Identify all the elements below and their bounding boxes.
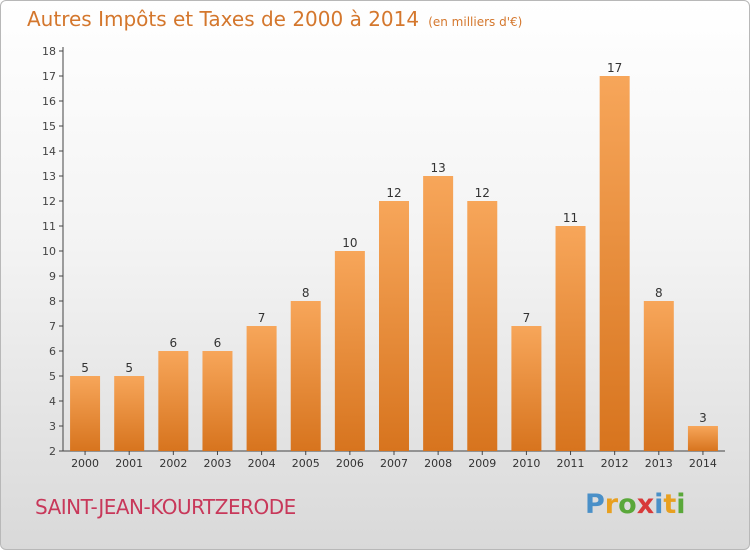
data-label: 3 [699, 411, 707, 425]
logo-letter: x [636, 489, 655, 520]
y-tick-label: 18 [42, 45, 56, 58]
y-tick-label: 16 [42, 95, 56, 108]
x-tick-label: 2013 [645, 457, 673, 470]
bar [379, 201, 409, 451]
y-tick-label: 17 [42, 70, 56, 83]
x-tick-label: 2008 [424, 457, 452, 470]
bar [599, 76, 630, 451]
bar [114, 376, 145, 451]
data-label: 12 [386, 186, 401, 200]
bar [202, 351, 233, 451]
x-tick-label: 2006 [336, 457, 364, 470]
logo-letter: o [618, 489, 637, 520]
logo-letter: i [654, 489, 664, 520]
chart-title-text: Autres Impôts et Taxes de 2000 à 2014 [27, 7, 420, 31]
chart-title: Autres Impôts et Taxes de 2000 à 2014 (e… [27, 7, 522, 31]
logo-letter: r [604, 489, 619, 520]
x-tick-label: 2000 [71, 457, 99, 470]
data-label: 13 [430, 161, 445, 175]
y-tick-label: 5 [49, 370, 56, 383]
x-tick-label: 2011 [557, 457, 585, 470]
x-tick-label: 2007 [380, 457, 408, 470]
y-tick-label: 8 [49, 295, 56, 308]
bar [290, 301, 321, 451]
x-tick-label: 2002 [159, 457, 187, 470]
logo-letter: P [585, 489, 605, 520]
y-tick-label: 14 [42, 145, 56, 158]
logo-letter: t [663, 489, 677, 520]
x-tick-label: 2005 [292, 457, 320, 470]
y-tick-label: 11 [42, 220, 56, 233]
data-label: 5 [125, 361, 133, 375]
x-tick-label: 2010 [512, 457, 540, 470]
x-tick-label: 2004 [248, 457, 276, 470]
y-tick-label: 10 [42, 245, 56, 258]
y-tick-label: 15 [42, 120, 56, 133]
bar [643, 301, 674, 451]
data-label: 7 [258, 311, 266, 325]
bar [334, 251, 365, 451]
y-tick-label: 13 [42, 170, 56, 183]
chart-unit-text: (en milliers d'€) [428, 15, 523, 29]
data-label: 6 [170, 336, 178, 350]
data-label: 6 [214, 336, 222, 350]
y-tick-label: 9 [49, 270, 56, 283]
data-label: 17 [607, 61, 622, 75]
bar [555, 226, 586, 451]
y-tick-label: 6 [49, 345, 56, 358]
bar [246, 326, 277, 451]
data-label: 8 [302, 286, 310, 300]
x-tick-label: 2009 [468, 457, 496, 470]
x-tick-label: 2001 [115, 457, 143, 470]
data-label: 11 [563, 211, 578, 225]
data-label: 10 [342, 236, 357, 250]
x-tick-label: 2003 [203, 457, 231, 470]
data-label: 8 [655, 286, 663, 300]
bar [70, 376, 101, 451]
bar [511, 326, 542, 451]
data-label: 12 [475, 186, 490, 200]
y-tick-label: 7 [49, 320, 56, 333]
x-tick-label: 2012 [601, 457, 629, 470]
bar [687, 426, 718, 451]
bar [423, 176, 454, 451]
logo-letter: i [676, 489, 686, 520]
bar [467, 201, 498, 451]
data-label: 7 [523, 311, 531, 325]
x-tick-label: 2014 [689, 457, 717, 470]
y-tick-label: 4 [49, 395, 56, 408]
y-tick-label: 2 [49, 445, 56, 458]
data-label: 5 [81, 361, 89, 375]
proxiti-logo: Proxiti [585, 489, 686, 520]
y-tick-label: 12 [42, 195, 56, 208]
location-name: SAINT-JEAN-KOURTZERODE [35, 495, 296, 519]
bar [158, 351, 189, 451]
y-tick-label: 3 [49, 420, 56, 433]
